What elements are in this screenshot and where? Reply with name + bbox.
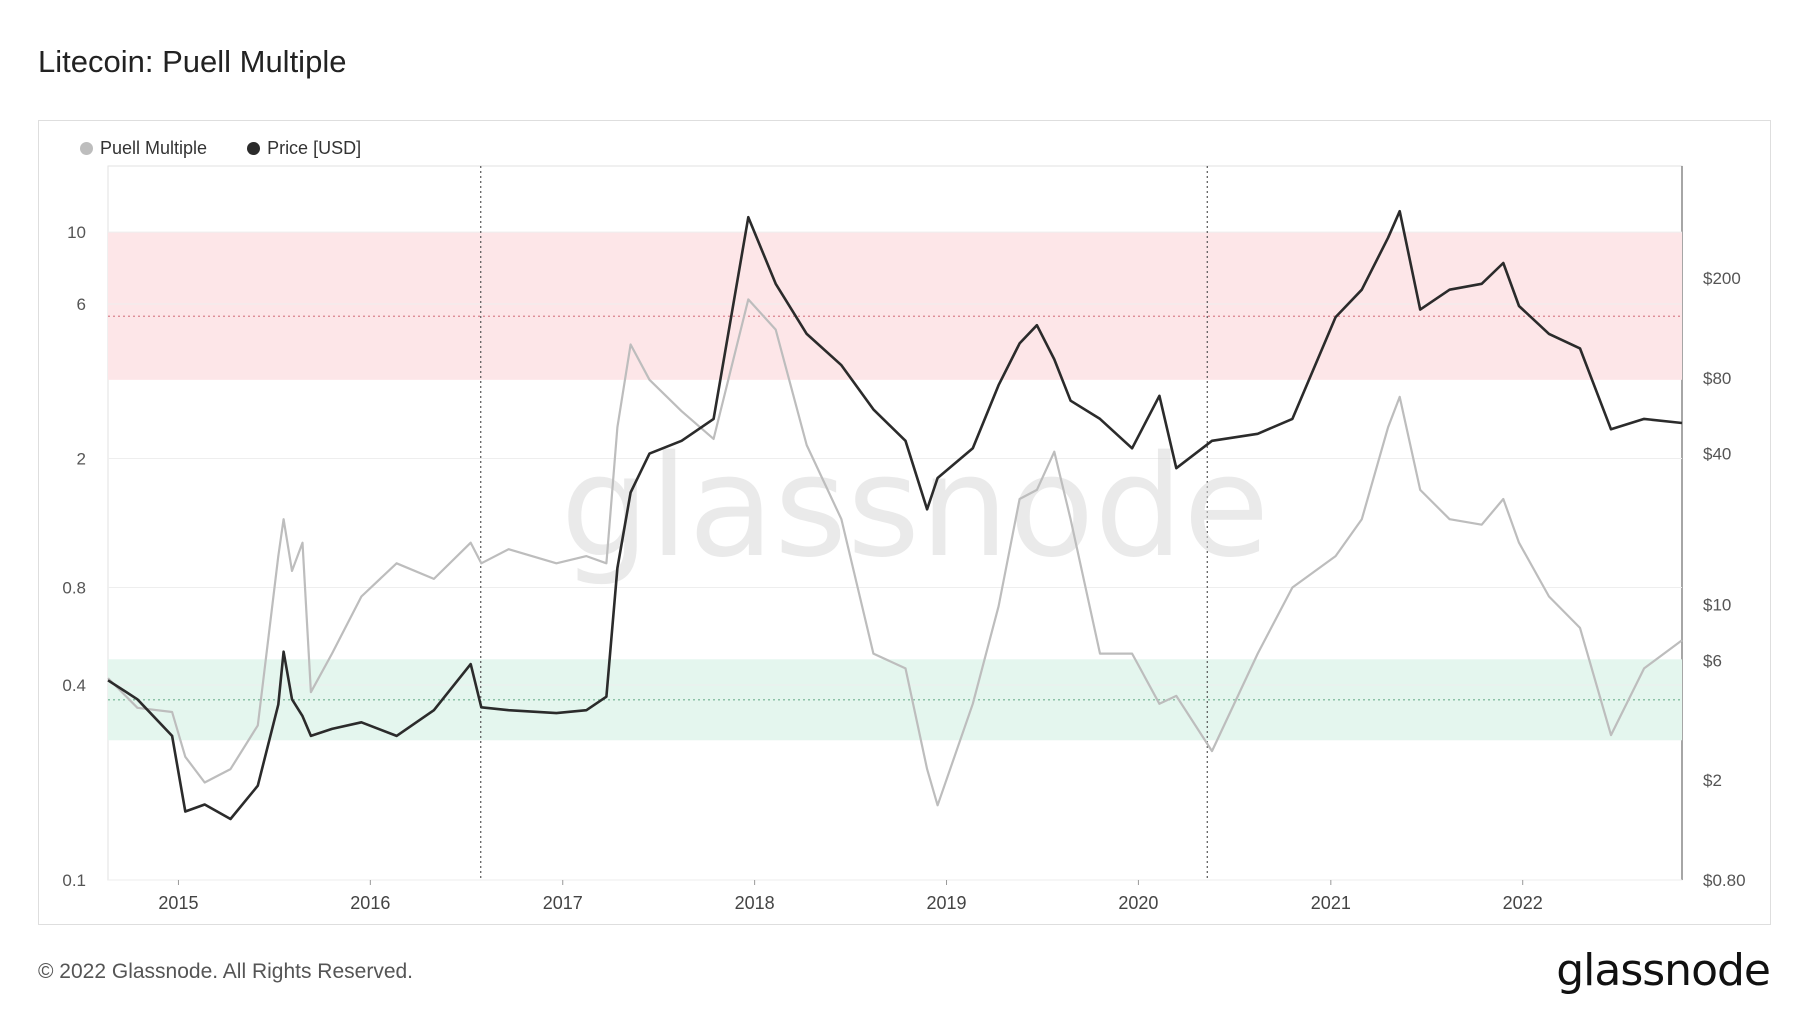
y-right-tick-label: $40: [1703, 445, 1731, 464]
legend-item-puell[interactable]: Puell Multiple: [80, 138, 207, 159]
y-right-tick-label: $200: [1703, 269, 1741, 288]
y-left-tick-label: 2: [77, 450, 86, 469]
legend: Puell Multiple Price [USD]: [80, 138, 361, 159]
legend-item-price[interactable]: Price [USD]: [247, 138, 361, 159]
legend-label-price: Price [USD]: [267, 138, 362, 158]
x-tick-label: 2021: [1311, 893, 1351, 913]
legend-dot-puell: [80, 142, 93, 155]
y-right-tick-label: $10: [1703, 596, 1731, 615]
y-left-tick-label: 6: [77, 295, 86, 314]
y-right-tick-label: $0.80: [1703, 871, 1746, 890]
legend-dot-price: [247, 142, 261, 155]
brand-logo: glassnode: [1556, 945, 1771, 996]
x-tick-label: 2022: [1503, 893, 1543, 913]
x-tick-label: 2020: [1118, 893, 1158, 913]
y-right-tick-label: $80: [1703, 369, 1731, 388]
chart-title: Litecoin: Puell Multiple: [38, 44, 347, 79]
series-line-puell: [107, 298, 1683, 807]
x-tick-label: 2016: [350, 893, 390, 913]
copyright-footer: © 2022 Glassnode. All Rights Reserved.: [38, 960, 414, 983]
series-line-price: [107, 209, 1683, 821]
x-tick-label: 2019: [926, 893, 966, 913]
y-left-tick-label: 0.8: [62, 578, 86, 597]
x-tick-label: 2015: [158, 893, 198, 913]
y-left-tick-label: 0.1: [62, 871, 86, 890]
y-left-tick-label: 10: [67, 223, 86, 242]
y-right-tick-label: $2: [1703, 771, 1722, 790]
x-tick-label: 2017: [543, 893, 583, 913]
y-left-tick-label: 0.4: [62, 676, 86, 695]
y-right-tick-label: $6: [1703, 651, 1722, 670]
watermark: glassnode: [561, 426, 1270, 589]
chart-frame: [38, 120, 1771, 925]
band-high: [108, 232, 1682, 380]
legend-label-puell: Puell Multiple: [100, 138, 208, 158]
x-tick-label: 2018: [735, 893, 775, 913]
